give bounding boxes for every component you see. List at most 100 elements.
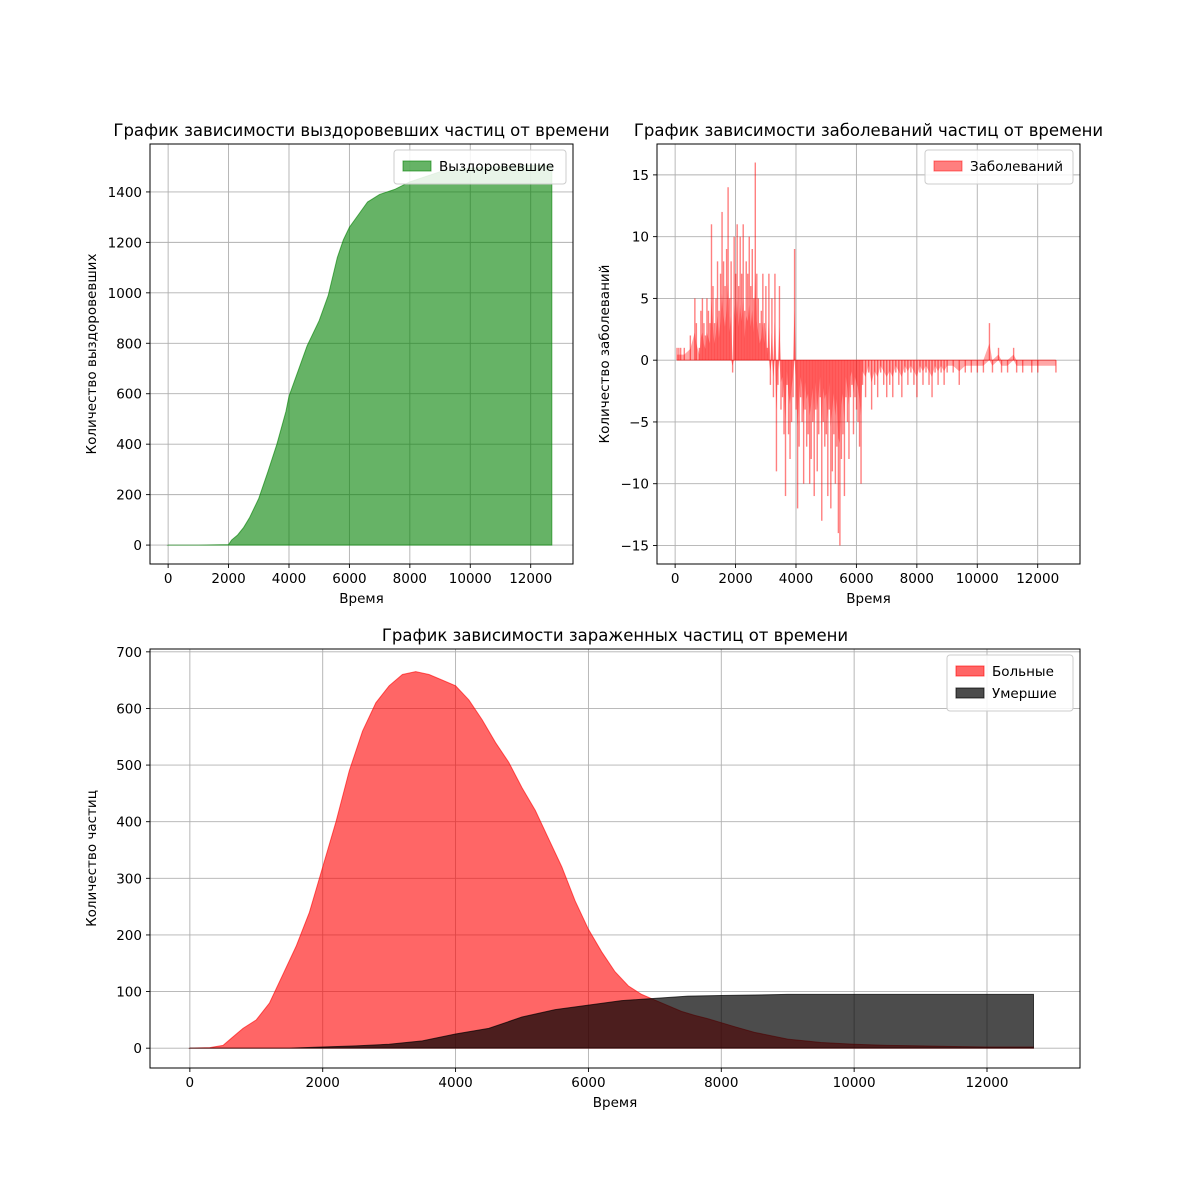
- chart1-bar-30: [733, 236, 735, 361]
- chart1-x-tick-label-0: 0: [671, 571, 680, 587]
- chart1-bar-36: [742, 224, 744, 361]
- chart0-y-tick-label-1: 200: [116, 488, 142, 504]
- chart0-y-tick-label-6: 1200: [108, 235, 142, 251]
- chart1-bar-14: [709, 323, 711, 361]
- chart1-bar-71: [795, 360, 797, 410]
- chart1-bar-120: [876, 360, 879, 398]
- chart1-bar-155: [1012, 347, 1015, 361]
- chart1-bar-85: [816, 360, 818, 472]
- chart1-bar-110: [854, 360, 856, 398]
- chart1-bar-37: [744, 310, 746, 361]
- chart1-bar-144: [952, 360, 954, 373]
- chart1-bar-46: [757, 298, 760, 361]
- chart1-bar-116: [864, 360, 867, 398]
- chart1-bar-129: [904, 360, 906, 373]
- chart1-bar-91: [825, 360, 827, 435]
- chart2-y-tick-label-2: 200: [116, 928, 142, 944]
- chart1-bar-88: [821, 360, 823, 521]
- infections-chart: 0 2000 4000 6000 8000 10000 12000 −15 −10 −5 0 5 10 1…: [597, 121, 1103, 607]
- chart1-bar-83: [813, 360, 815, 497]
- chart1-bar-157: [1021, 360, 1024, 373]
- chart1-bar-104: [845, 360, 847, 398]
- chart2-x-tick-label-3: 6000: [571, 1075, 605, 1091]
- chart1-bar-81: [810, 360, 812, 459]
- chart1-bar-31: [734, 273, 737, 361]
- chart1-bar-40: [748, 236, 750, 361]
- chart1-bar-127: [898, 360, 900, 385]
- chart1-bar-68: [790, 360, 793, 422]
- chart2-y-tick-label-0: 0: [133, 1041, 142, 1057]
- chart1-bar-76: [802, 360, 805, 484]
- chart1-bar-114: [860, 360, 862, 484]
- chart1-bar-134: [919, 360, 921, 373]
- chart1-bar-42: [751, 249, 753, 361]
- chart1-bar-44: [754, 162, 756, 361]
- chart1-bar-19: [716, 261, 719, 361]
- chart1-bar-75: [801, 360, 803, 422]
- chart0-y-tick-label-2: 400: [116, 437, 142, 453]
- chart0-y-tick-label-0: 0: [133, 538, 142, 554]
- chart1-bar-86: [818, 360, 820, 435]
- chart1-bar-58: [775, 360, 778, 472]
- chart1-bar-89: [822, 360, 824, 422]
- chart1-axes-frame: [656, 143, 1081, 565]
- chart0-legend-box: [393, 149, 567, 185]
- chart1-bar-65: [786, 360, 788, 385]
- chart0-x-tick-label-1: 2000: [211, 571, 245, 587]
- chart2-y-tick-label-5: 500: [116, 758, 142, 774]
- chart1-bar-29: [731, 360, 734, 373]
- chart1-bar-131: [910, 360, 912, 373]
- chart1-bar-70: [793, 249, 796, 361]
- chart2-y-tick-label-4: 400: [116, 815, 142, 831]
- chart1-bar-135: [922, 360, 924, 385]
- recovered-chart: 0 2000 4000 6000 8000 10000 12000 0 200 400 600 800…: [84, 121, 610, 607]
- chart1-y-tick-label-5: 10: [632, 230, 649, 246]
- chart1-bar-34: [739, 236, 741, 361]
- chart1-bar-126: [895, 360, 897, 373]
- chart0-x-tick-label-5: 10000: [449, 571, 492, 587]
- chart1-x-tick-label-6: 12000: [1016, 571, 1059, 587]
- chart0-x-tick-label-0: 0: [164, 571, 173, 587]
- chart1-bar-64: [784, 360, 787, 497]
- chart1-bar-80: [808, 360, 811, 484]
- chart1-bar-77: [804, 360, 806, 410]
- chart2-y-tick-label-7: 700: [116, 645, 142, 661]
- chart1-bar-32: [736, 224, 738, 361]
- chart1-data: [676, 162, 1057, 546]
- chart1-bar-0: [676, 347, 678, 361]
- chart1-bar-101: [840, 360, 843, 459]
- chart1-legend-label-0: Заболеваний: [970, 159, 1063, 175]
- chart2-y-tick-label-6: 600: [116, 701, 142, 717]
- chart1-x-tick-label-5: 10000: [956, 571, 999, 587]
- chart1-bar-48: [760, 310, 763, 361]
- chart1-bar-95: [831, 360, 834, 472]
- chart1-bar-119: [873, 360, 876, 385]
- chart1-bar-87: [819, 360, 821, 398]
- infected-chart: 0 2000 4000 6000 8000 10000 12000 0 100 200 300 400…: [84, 626, 1081, 1111]
- chart1-bar-158: [1031, 360, 1033, 373]
- chart1-bar-9: [701, 298, 704, 361]
- chart1-bar-90: [824, 360, 826, 447]
- chart1-bar-160: [1055, 360, 1057, 373]
- chart1-x-tick-label-4: 8000: [900, 571, 934, 587]
- chart1-bar-18: [715, 298, 717, 361]
- chart2-x-tick-label-1: 2000: [306, 1075, 340, 1091]
- chart1-bar-35: [741, 273, 743, 361]
- chart1-legend: Заболеваний: [924, 149, 1074, 185]
- chart0-axes-frame: [149, 143, 574, 565]
- chart1-bar-66: [787, 360, 790, 435]
- chart2-x-tick-label-0: 0: [186, 1075, 195, 1091]
- chart1-bar-130: [907, 360, 909, 385]
- chart1-bar-99: [837, 360, 840, 534]
- chart1-bar-156: [1015, 360, 1018, 373]
- chart2-x-tick-label-2: 4000: [438, 1075, 472, 1091]
- chart2-axes-frame: [149, 648, 1081, 1069]
- chart1-bar-140: [937, 360, 939, 385]
- chart1-y-tick-label-6: 15: [632, 168, 649, 184]
- chart1-bar-113: [858, 360, 861, 447]
- chart1-bar-98: [836, 360, 838, 447]
- chart1-bar-50: [763, 323, 766, 361]
- chart1-bar-28: [730, 261, 732, 361]
- chart1-bar-69: [792, 360, 794, 398]
- chart1-bar-96: [833, 360, 835, 435]
